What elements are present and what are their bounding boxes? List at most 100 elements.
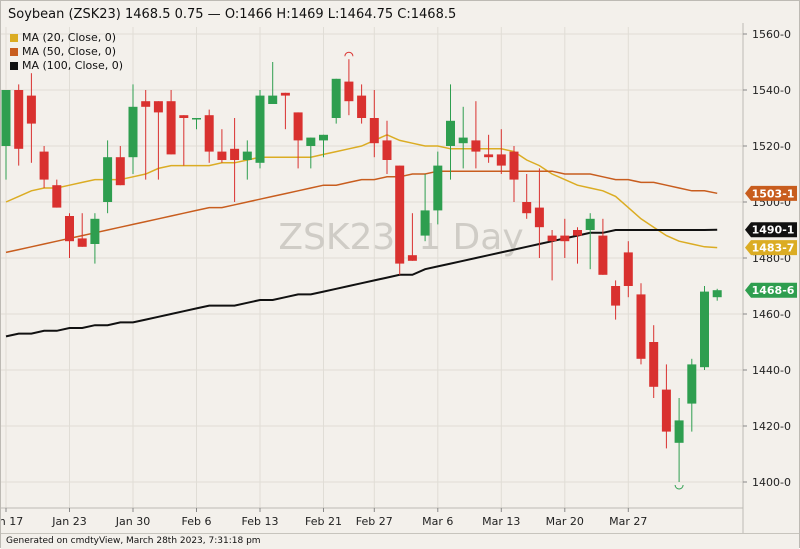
- candle-body[interactable]: [255, 95, 265, 163]
- x-tick-label: Feb 6: [182, 515, 212, 528]
- candle-body[interactable]: [192, 118, 201, 120]
- candle-body[interactable]: [293, 112, 303, 141]
- x-tick-label: Mar 13: [482, 515, 520, 528]
- candle-body[interactable]: [268, 95, 278, 104]
- legend-label-ma100: MA (100, Close, 0): [22, 59, 124, 72]
- ma100-price-tag-text: 1490-1: [752, 224, 795, 237]
- candle-body[interactable]: [636, 294, 646, 359]
- candle-body[interactable]: [407, 255, 417, 261]
- x-tick-label: Feb 13: [242, 515, 279, 528]
- candle-body[interactable]: [319, 134, 328, 141]
- candle-body[interactable]: [52, 185, 62, 208]
- ma100-price-tag-bg: [745, 222, 797, 238]
- candle-body[interactable]: [166, 101, 176, 155]
- chart-header: Soybean (ZSK23) 1468.5 0.75 — O:1466 H:1…: [8, 7, 457, 22]
- candle-body[interactable]: [649, 342, 659, 387]
- legend-item-ma20[interactable]: MA (20, Close, 0): [10, 31, 123, 45]
- candle-body[interactable]: [128, 106, 138, 158]
- indicator-legend: MA (20, Close, 0) MA (50, Close, 0) MA (…: [10, 31, 123, 73]
- candle-body[interactable]: [153, 101, 163, 113]
- candle-body[interactable]: [357, 95, 367, 118]
- y-tick-label: 1440-0: [752, 364, 791, 377]
- candle-body[interactable]: [484, 154, 494, 158]
- candle-body[interactable]: [39, 151, 49, 180]
- last-price-tag-bg: [745, 282, 797, 298]
- candle-body[interactable]: [382, 140, 392, 160]
- candle-body[interactable]: [534, 207, 544, 228]
- ma20-price-tag-text: 1483-7: [752, 242, 795, 255]
- candle-body[interactable]: [90, 218, 100, 244]
- candle-body[interactable]: [522, 202, 532, 214]
- price-chart[interactable]: ZSK23, 1 Day1400-01420-01440-01460-01480…: [1, 1, 799, 533]
- legend-label-ma50: MA (50, Close, 0): [22, 45, 117, 58]
- candle-body[interactable]: [280, 92, 290, 96]
- candle-body[interactable]: [471, 140, 481, 152]
- last-price-tag-text: 1468-6: [752, 284, 795, 297]
- candle-body[interactable]: [115, 157, 125, 186]
- y-tick-label: 1520-0: [752, 140, 791, 153]
- candle-body[interactable]: [496, 154, 506, 166]
- candle-body[interactable]: [547, 235, 557, 242]
- candle-body[interactable]: [204, 115, 214, 152]
- candle-body[interactable]: [700, 291, 709, 368]
- legend-swatch-ma20: [10, 34, 18, 42]
- legend-label-ma20: MA (20, Close, 0): [22, 31, 117, 44]
- candle-body[interactable]: [509, 151, 519, 180]
- candle-body[interactable]: [446, 120, 455, 146]
- ma50-price-tag-text: 1503-1: [752, 187, 795, 200]
- candle-body[interactable]: [242, 151, 252, 160]
- candle-body[interactable]: [573, 230, 582, 236]
- candle-body[interactable]: [217, 151, 227, 160]
- ma20-price-tag-bg: [745, 240, 797, 256]
- generated-note: Generated on cmdtyView, March 28th 2023,…: [6, 536, 261, 546]
- y-tick-label: 1540-0: [752, 84, 791, 97]
- x-tick-label: Feb 21: [305, 515, 342, 528]
- candle-body[interactable]: [331, 78, 341, 118]
- ma-line-ma100: [5, 228, 718, 338]
- candle-body[interactable]: [623, 252, 633, 286]
- high-marker: [344, 51, 354, 57]
- candle-body[interactable]: [77, 238, 87, 247]
- legend-item-ma100[interactable]: MA (100, Close, 0): [10, 59, 123, 73]
- x-tick-label: Jan 23: [51, 515, 86, 528]
- ma50-price-tag-bg: [745, 185, 797, 201]
- candle-body[interactable]: [103, 157, 113, 202]
- candle-body[interactable]: [141, 101, 151, 107]
- candle-body[interactable]: [395, 165, 405, 264]
- y-tick-label: 1460-0: [752, 308, 791, 321]
- candle-body[interactable]: [26, 95, 36, 124]
- x-tick-label: Mar 27: [609, 515, 647, 528]
- candle-body[interactable]: [1, 90, 11, 146]
- candle-body[interactable]: [712, 290, 722, 298]
- low-marker: [674, 484, 684, 490]
- candle-body[interactable]: [65, 216, 74, 242]
- candle-body[interactable]: [661, 389, 671, 432]
- candle-body[interactable]: [687, 364, 697, 404]
- x-tick-label: Mar 20: [546, 515, 584, 528]
- candle-body[interactable]: [14, 90, 24, 149]
- candle-body[interactable]: [344, 81, 354, 102]
- y-tick-label: 1560-0: [752, 28, 791, 41]
- y-tick-label: 1400-0: [752, 476, 791, 489]
- y-axis-panel: [743, 23, 799, 533]
- candle-body[interactable]: [560, 235, 570, 242]
- candle-body[interactable]: [179, 115, 189, 118]
- x-tick-label: Mar 6: [422, 515, 453, 528]
- candle-body[interactable]: [369, 118, 379, 144]
- candle-body[interactable]: [230, 148, 240, 160]
- x-tick-label: Feb 27: [356, 515, 393, 528]
- candle-body[interactable]: [674, 420, 684, 443]
- x-tick-label: Jan 17: [1, 515, 23, 528]
- candle-body[interactable]: [420, 210, 430, 236]
- footer-bar: Generated on cmdtyView, March 28th 2023,…: [1, 533, 799, 549]
- candle-body[interactable]: [598, 235, 608, 275]
- candle-body[interactable]: [585, 218, 595, 230]
- candle-body[interactable]: [611, 286, 621, 306]
- legend-item-ma50[interactable]: MA (50, Close, 0): [10, 45, 123, 59]
- candle-body[interactable]: [306, 137, 316, 146]
- candle-body[interactable]: [433, 165, 443, 211]
- x-tick-label: Jan 30: [115, 515, 150, 528]
- legend-swatch-ma50: [10, 48, 18, 56]
- candle-body[interactable]: [458, 137, 468, 144]
